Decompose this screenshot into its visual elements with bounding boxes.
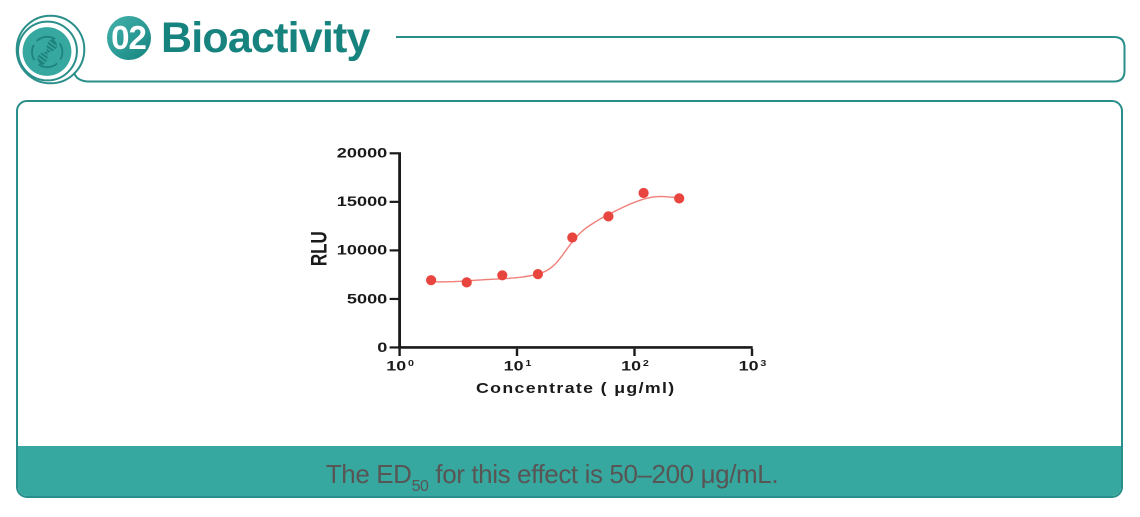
svg-text:Concentrate ( μg/ml): Concentrate ( μg/ml)	[476, 381, 676, 397]
svg-text:0: 0	[377, 340, 387, 356]
svg-text:5000: 5000	[347, 291, 387, 307]
svg-text:20000: 20000	[337, 145, 388, 161]
svg-text:2: 2	[643, 359, 649, 369]
svg-text:10000: 10000	[337, 243, 388, 259]
svg-text:10: 10	[739, 358, 759, 374]
svg-text:3: 3	[760, 359, 767, 369]
svg-text:RLU: RLU	[308, 231, 333, 266]
svg-text:10: 10	[504, 358, 524, 374]
svg-text:15000: 15000	[337, 194, 388, 210]
svg-text:0: 0	[408, 359, 414, 369]
svg-text:10: 10	[621, 358, 641, 374]
svg-text:1: 1	[525, 359, 532, 369]
svg-text:10: 10	[386, 358, 406, 374]
